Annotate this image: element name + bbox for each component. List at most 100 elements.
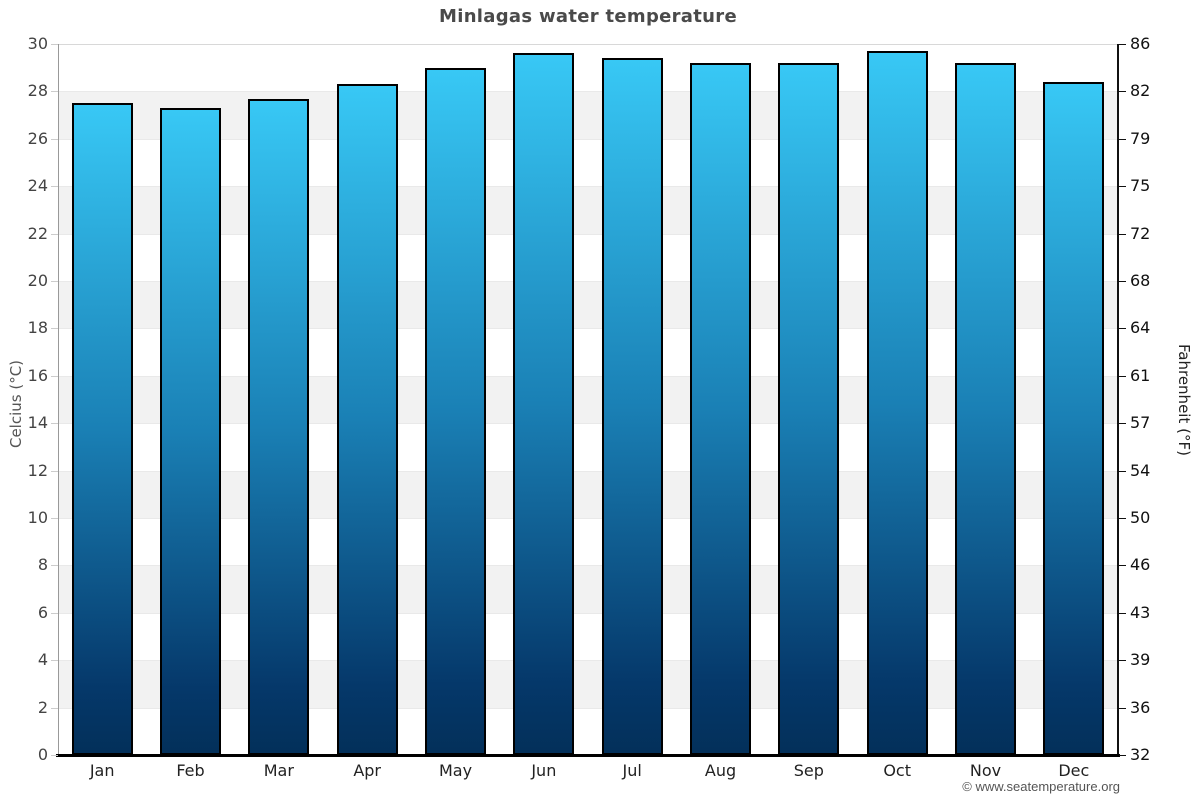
month-label-nov: Nov (969, 761, 1002, 780)
plot-band (58, 281, 1118, 329)
y-tick-label-fahrenheit: 43 (1130, 602, 1151, 622)
y-axis-line-celsius (58, 44, 59, 755)
month-label-jun: Jun (531, 761, 557, 780)
y-tick-label-celsius: 16 (27, 365, 48, 385)
chart-title: Minlagas water temperature (439, 6, 737, 27)
bar-feb (160, 107, 221, 755)
y-tick-label-fahrenheit: 82 (1130, 81, 1151, 101)
bar-jun (513, 53, 575, 755)
y-tick-celsius (51, 44, 58, 45)
bar-jan (71, 103, 133, 755)
y-tick-label-celsius: 20 (27, 271, 48, 290)
month-label-aug: Aug (704, 761, 737, 780)
month-label-oct: Oct (883, 761, 911, 780)
y-tick-label-celsius: 6 (37, 602, 48, 622)
y-tick-label-fahrenheit: 86 (1130, 34, 1151, 53)
plot-band (58, 375, 1118, 424)
y-tick-fahrenheit (1119, 423, 1126, 425)
y-tick-celsius (51, 328, 58, 330)
y-tick-fahrenheit (1119, 375, 1126, 377)
y-axis-title-celsius: Celcius (°C) (7, 359, 25, 449)
y-tick-label-fahrenheit: 54 (1130, 460, 1151, 480)
plot-area (58, 44, 1118, 755)
y-tick-celsius (51, 660, 58, 662)
plot-band (58, 470, 1118, 518)
x-axis-line (56, 754, 1120, 757)
plot-band (58, 518, 1118, 566)
y-tick-label-celsius: 14 (27, 413, 48, 433)
y-tick-fahrenheit (1119, 91, 1126, 93)
plot-band (58, 565, 1118, 613)
y-tick-label-celsius: 2 (37, 697, 48, 717)
y-tick-label-celsius: 4 (37, 650, 48, 670)
bar-may (425, 67, 486, 755)
y-tick-fahrenheit (1119, 138, 1126, 140)
plot-band (58, 91, 1118, 139)
y-tick-label-fahrenheit: 50 (1130, 508, 1151, 527)
bar-aug (690, 62, 751, 755)
y-tick-label-fahrenheit: 61 (1130, 365, 1151, 385)
y-tick-celsius (51, 755, 58, 756)
bar-dec (1043, 81, 1105, 755)
month-label-feb: Feb (176, 761, 205, 780)
y-tick-fahrenheit (1119, 707, 1126, 709)
y-tick-label-fahrenheit: 36 (1130, 697, 1151, 717)
y-tick-fahrenheit (1119, 233, 1126, 235)
y-tick-label-fahrenheit: 75 (1130, 176, 1151, 196)
y-tick-celsius (51, 707, 58, 709)
y-tick-celsius (51, 91, 58, 93)
y-tick-fahrenheit (1119, 518, 1126, 519)
y-tick-fahrenheit (1119, 328, 1126, 330)
bar-jul (601, 58, 663, 755)
y-axis-line-fahrenheit (1117, 44, 1119, 755)
y-tick-label-celsius: 30 (27, 34, 48, 53)
y-tick-fahrenheit (1119, 44, 1126, 45)
y-axis-title-fahrenheit: Fahrenheit (°F) (1175, 344, 1193, 456)
y-tick-label-fahrenheit: 57 (1130, 413, 1151, 433)
y-tick-label-celsius: 8 (37, 555, 48, 575)
y-tick-label-fahrenheit: 68 (1130, 271, 1151, 290)
y-tick-label-celsius: 10 (27, 508, 48, 527)
bar-apr (336, 84, 398, 755)
y-tick-label-fahrenheit: 64 (1130, 318, 1151, 338)
y-tick-celsius (51, 612, 58, 614)
y-tick-fahrenheit (1119, 281, 1126, 282)
y-tick-label-fahrenheit: 46 (1130, 555, 1151, 575)
y-tick-fahrenheit (1119, 755, 1126, 756)
y-tick-celsius (51, 186, 58, 188)
month-label-apr: Apr (353, 761, 381, 780)
y-tick-celsius (51, 281, 58, 282)
y-tick-label-celsius: 12 (27, 460, 48, 480)
month-label-jul: Jul (622, 761, 642, 780)
y-tick-celsius (51, 470, 58, 472)
plot-band (58, 138, 1118, 187)
bar-nov (955, 62, 1016, 755)
plot-band (58, 707, 1118, 755)
bar-sep (778, 62, 840, 755)
y-tick-fahrenheit (1119, 612, 1126, 614)
y-tick-fahrenheit (1119, 470, 1126, 472)
y-tick-label-celsius: 24 (27, 176, 48, 196)
y-tick-label-fahrenheit: 32 (1130, 745, 1151, 764)
plot-band (58, 660, 1118, 708)
bar-mar (248, 98, 310, 755)
y-tick-label-fahrenheit: 72 (1130, 223, 1151, 243)
plot-band (58, 44, 1118, 92)
y-tick-celsius (51, 423, 58, 425)
y-tick-fahrenheit (1119, 660, 1126, 662)
month-label-jan: Jan (89, 761, 115, 780)
y-tick-label-celsius: 0 (37, 745, 48, 764)
month-label-dec: Dec (1058, 761, 1090, 780)
plot-band (58, 233, 1118, 281)
y-tick-celsius (51, 233, 58, 235)
y-tick-celsius (51, 375, 58, 377)
y-tick-celsius (51, 565, 58, 567)
plot-band (58, 186, 1118, 234)
month-label-mar: Mar (263, 761, 294, 780)
y-tick-label-celsius: 28 (27, 81, 48, 101)
plot-band (58, 612, 1118, 661)
y-tick-celsius (51, 138, 58, 140)
copyright-credit: © www.seatemperature.org (962, 779, 1120, 794)
y-tick-label-celsius: 18 (27, 318, 48, 338)
